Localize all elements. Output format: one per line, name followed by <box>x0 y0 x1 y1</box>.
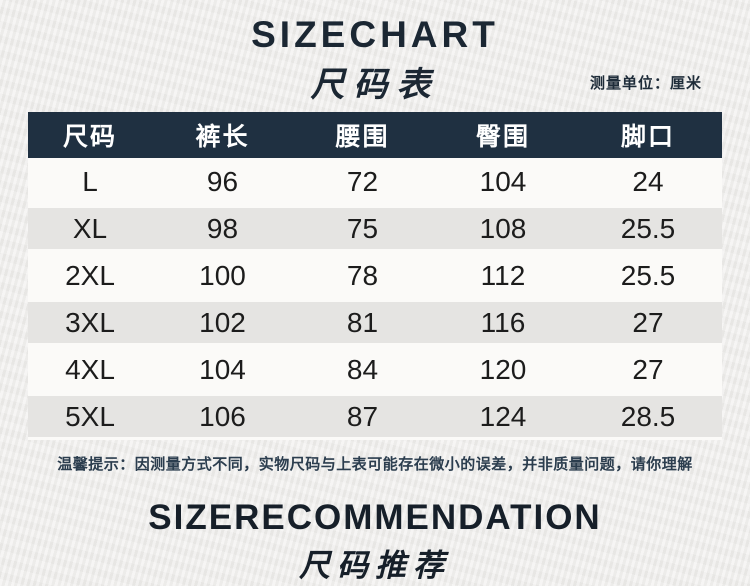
cell-hip: 116 <box>480 306 526 338</box>
cell-hip: 112 <box>480 259 526 291</box>
measurement-disclaimer-note: 温馨提示：因测量方式不同，实物尺码与上表可能存在微小的误差，并非质量问题，请你理… <box>57 456 693 473</box>
table-row: 4XL 104 84 120 27 <box>28 346 722 393</box>
cell-hip: 120 <box>479 353 527 385</box>
cell-waist: 81 <box>346 306 379 338</box>
cell-size: 2XL <box>65 259 115 291</box>
column-header-waist: 腰围 <box>335 123 390 151</box>
cell-size: XL <box>72 212 108 244</box>
page-title-en: SIZECHART <box>251 14 499 55</box>
table-row: 3XL 102 81 116 27 <box>28 299 722 346</box>
cell-leg-opening: 27 <box>632 353 664 385</box>
cell-pant-length: 102 <box>199 306 246 338</box>
footer-title-en: SIZERECOMMENDATION <box>148 498 602 537</box>
table-row: XL 98 75 108 25.5 <box>28 205 722 252</box>
size-table-body: L 96 72 104 24 XL 98 75 108 25.5 2XL 100… <box>28 158 722 440</box>
column-header-hip: 臀围 <box>475 123 530 151</box>
cell-size: 5XL <box>65 400 115 432</box>
column-header-leg-opening: 脚口 <box>620 123 675 151</box>
cell-waist: 72 <box>346 165 379 197</box>
cell-size: 3XL <box>65 306 115 338</box>
cell-size: 4XL <box>65 353 115 385</box>
cell-leg-opening: 25.5 <box>620 212 676 244</box>
table-row: 2XL 100 78 112 25.5 <box>28 252 722 299</box>
size-table-header-row: 尺码 裤长 腰围 臀围 脚口 <box>28 112 722 158</box>
column-header-pant-length: 裤长 <box>195 123 250 151</box>
cell-hip: 124 <box>479 400 527 432</box>
page-title-cn: 尺码表 <box>310 66 440 104</box>
cell-waist: 78 <box>346 259 379 291</box>
table-row: L 96 72 104 24 <box>28 158 722 205</box>
cell-waist: 84 <box>346 353 379 385</box>
cell-hip: 108 <box>479 212 527 244</box>
cell-leg-opening: 28.5 <box>620 400 676 432</box>
cell-pant-length: 106 <box>199 400 246 432</box>
cell-waist: 87 <box>346 400 379 432</box>
cell-pant-length: 98 <box>206 212 239 244</box>
cell-size: L <box>82 165 98 197</box>
cell-pant-length: 100 <box>199 259 246 291</box>
cell-hip: 104 <box>479 165 527 197</box>
cell-waist: 75 <box>346 212 379 244</box>
cell-leg-opening: 27 <box>632 306 664 338</box>
size-table: 尺码 裤长 腰围 臀围 脚口 L 96 72 104 24 XL 98 75 1… <box>28 112 722 440</box>
cell-pant-length: 96 <box>206 165 239 197</box>
cell-pant-length: 104 <box>199 353 246 385</box>
cell-leg-opening: 24 <box>632 165 664 197</box>
cell-leg-opening: 25.5 <box>620 259 676 291</box>
measurement-unit-label: 测量单位：厘米 <box>589 75 702 92</box>
table-row: 5XL 106 87 124 28.5 <box>28 393 722 440</box>
column-header-size: 尺码 <box>62 123 117 151</box>
footer-title-cn: 尺码推荐 <box>299 548 451 583</box>
